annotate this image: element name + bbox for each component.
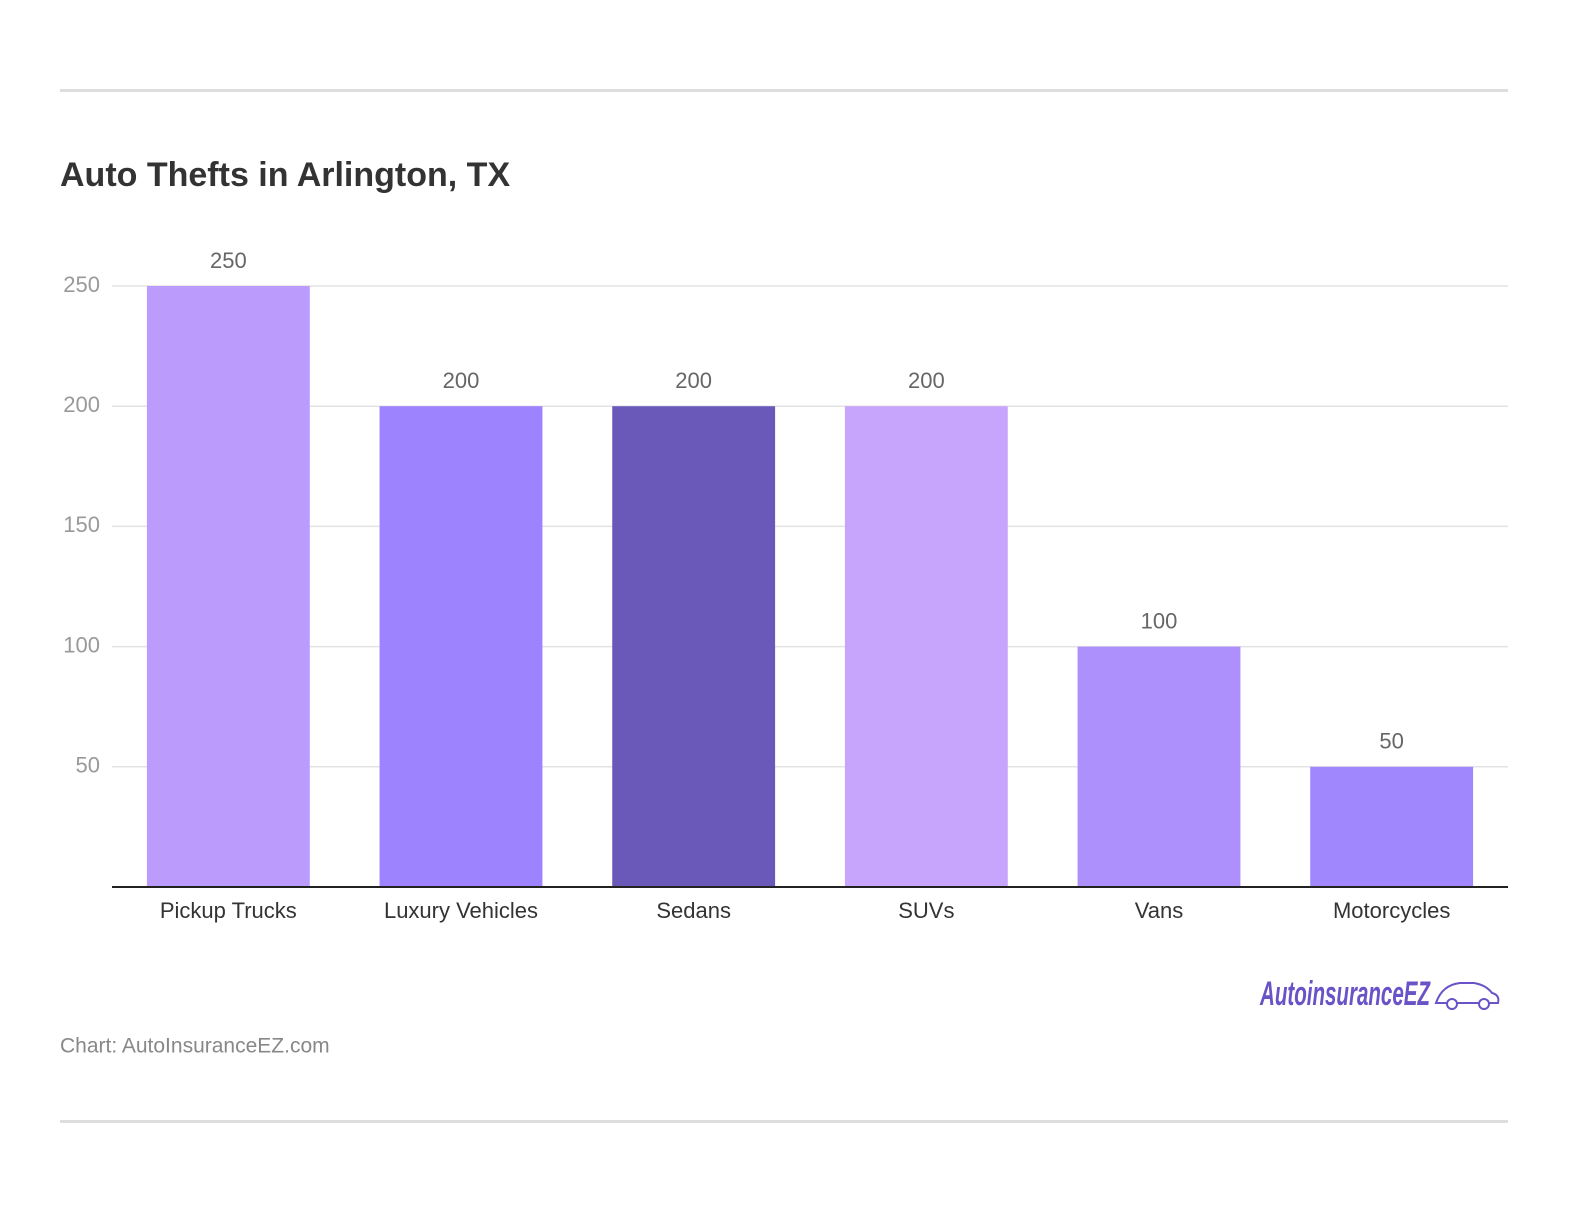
bar [146, 286, 310, 887]
bottom-rule [60, 1120, 1508, 1123]
bar [844, 406, 1008, 887]
bar [379, 406, 543, 887]
value-label: 100 [1141, 608, 1178, 633]
value-label: 200 [675, 368, 712, 393]
chart-title: Auto Thefts in Arlington, TX [60, 156, 510, 194]
y-tick-label: 200 [63, 392, 100, 417]
y-tick-label: 150 [63, 512, 100, 537]
logo-wheel [1478, 998, 1490, 1010]
bar [612, 406, 776, 887]
x-tick-label: Sedans [656, 898, 731, 923]
top-rule [60, 89, 1508, 92]
x-tick-label: SUVs [898, 898, 954, 923]
x-tick-label: Motorcycles [1333, 898, 1450, 923]
source: Chart: AutoInsuranceEZ.com [60, 1035, 330, 1058]
value-label: 250 [210, 248, 247, 273]
logo-car [1434, 982, 1500, 1004]
bar [1310, 766, 1474, 887]
value-label: 200 [443, 368, 480, 393]
y-tick-label: 50 [76, 753, 100, 778]
y-tick-label: 250 [63, 272, 100, 297]
logo: AutoinsuranceEZ [1259, 975, 1500, 1013]
x-tick-label: Pickup Trucks [160, 898, 297, 923]
logo-wheel [1446, 998, 1458, 1010]
value-label: 200 [908, 368, 945, 393]
y-tick-label: 100 [63, 632, 100, 657]
logo-text: AutoinsuranceEZ [1259, 975, 1430, 1013]
bar [1077, 646, 1241, 887]
value-label: 50 [1379, 729, 1403, 754]
x-tick-label: Vans [1135, 898, 1184, 923]
x-tick-label: Luxury Vehicles [384, 898, 538, 923]
